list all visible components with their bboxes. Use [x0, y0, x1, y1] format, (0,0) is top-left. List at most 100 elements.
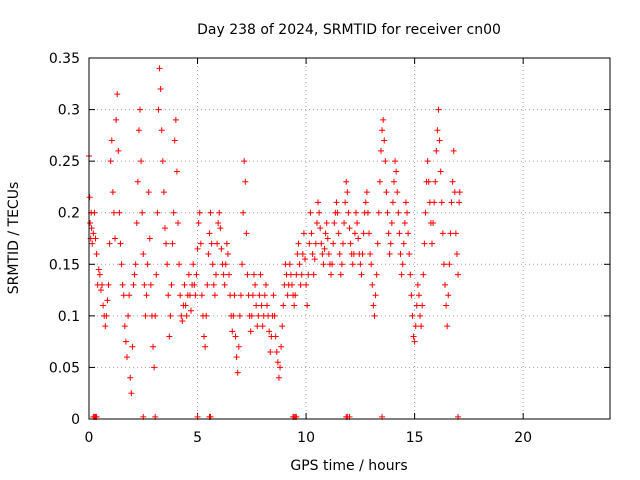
- data-point: [178, 312, 185, 319]
- data-point: [243, 230, 250, 237]
- data-point: [301, 256, 308, 263]
- data-point: [123, 354, 130, 361]
- data-point: [324, 235, 331, 242]
- data-point: [264, 302, 271, 309]
- data-point: [386, 250, 393, 257]
- data-point: [286, 261, 293, 268]
- data-point: [242, 178, 249, 185]
- data-point: [204, 281, 211, 288]
- data-point: [300, 230, 307, 237]
- data-point: [167, 312, 174, 319]
- data-point: [196, 209, 203, 216]
- data-point: [176, 261, 183, 268]
- data-point: [241, 158, 248, 165]
- data-point: [315, 199, 322, 206]
- data-point: [171, 137, 178, 144]
- y-tick-label: 0.1: [58, 309, 80, 325]
- data-point: [250, 271, 257, 278]
- data-point: [351, 230, 358, 237]
- chart-title: Day 238 of 2024, SRMTID for receiver cn0…: [197, 22, 501, 38]
- data-point: [125, 312, 132, 319]
- data-point: [323, 220, 330, 227]
- data-point: [368, 261, 375, 268]
- data-point: [388, 220, 395, 227]
- data-point: [447, 230, 454, 237]
- data-point: [155, 106, 162, 113]
- data-point: [212, 271, 219, 278]
- data-point: [249, 292, 256, 299]
- data-point: [107, 158, 114, 165]
- data-point: [87, 220, 94, 227]
- data-point: [408, 292, 415, 299]
- data-point: [205, 250, 212, 257]
- data-point: [120, 292, 127, 299]
- data-point: [130, 281, 137, 288]
- data-point: [425, 178, 432, 185]
- data-point: [373, 271, 380, 278]
- data-point: [370, 302, 377, 309]
- data-point: [244, 271, 251, 278]
- data-point: [345, 209, 352, 216]
- data-point: [222, 261, 229, 268]
- data-point: [297, 281, 304, 288]
- data-point: [392, 158, 399, 165]
- data-point: [122, 338, 129, 345]
- data-point: [284, 292, 291, 299]
- data-point: [412, 323, 419, 330]
- data-point: [224, 250, 231, 257]
- data-point: [127, 374, 134, 381]
- data-point: [177, 292, 184, 299]
- data-point: [214, 240, 221, 247]
- data-point: [330, 240, 337, 247]
- data-point: [448, 199, 455, 206]
- data-point: [165, 292, 172, 299]
- data-point: [329, 261, 336, 268]
- data-point: [436, 137, 443, 144]
- data-point: [218, 245, 225, 252]
- data-point: [181, 281, 188, 288]
- x-tick-label: 5: [193, 430, 202, 446]
- data-point: [97, 287, 104, 294]
- data-point: [318, 240, 325, 247]
- data-point: [320, 261, 327, 268]
- data-point: [247, 328, 254, 335]
- data-point: [292, 292, 299, 299]
- data-point: [371, 312, 378, 319]
- data-point: [103, 312, 110, 319]
- data-point: [385, 230, 392, 237]
- data-point: [240, 209, 247, 216]
- data-point: [226, 271, 233, 278]
- data-point: [357, 261, 364, 268]
- data-point: [144, 261, 151, 268]
- data-point: [376, 178, 383, 185]
- data-point: [164, 261, 171, 268]
- data-point: [112, 235, 119, 242]
- data-point: [172, 116, 179, 123]
- data-point: [119, 281, 126, 288]
- data-point: [257, 271, 264, 278]
- data-point: [411, 338, 418, 345]
- data-point: [256, 292, 263, 299]
- data-point: [191, 281, 198, 288]
- data-point: [306, 240, 313, 247]
- data-point: [398, 271, 405, 278]
- x-tick-label: 0: [85, 430, 94, 446]
- data-point: [298, 271, 305, 278]
- data-point: [100, 302, 107, 309]
- data-point: [132, 261, 139, 268]
- data-point: [399, 261, 406, 268]
- data-point: [291, 302, 298, 309]
- data-point: [274, 359, 281, 366]
- data-point: [389, 199, 396, 206]
- data-point: [138, 158, 145, 165]
- data-point: [118, 261, 125, 268]
- data-point: [255, 312, 262, 319]
- data-point: [328, 271, 335, 278]
- data-point: [105, 281, 112, 288]
- data-point: [338, 261, 345, 268]
- data-point: [235, 343, 242, 350]
- data-point: [353, 209, 360, 216]
- data-point: [150, 343, 157, 350]
- data-point: [344, 189, 351, 196]
